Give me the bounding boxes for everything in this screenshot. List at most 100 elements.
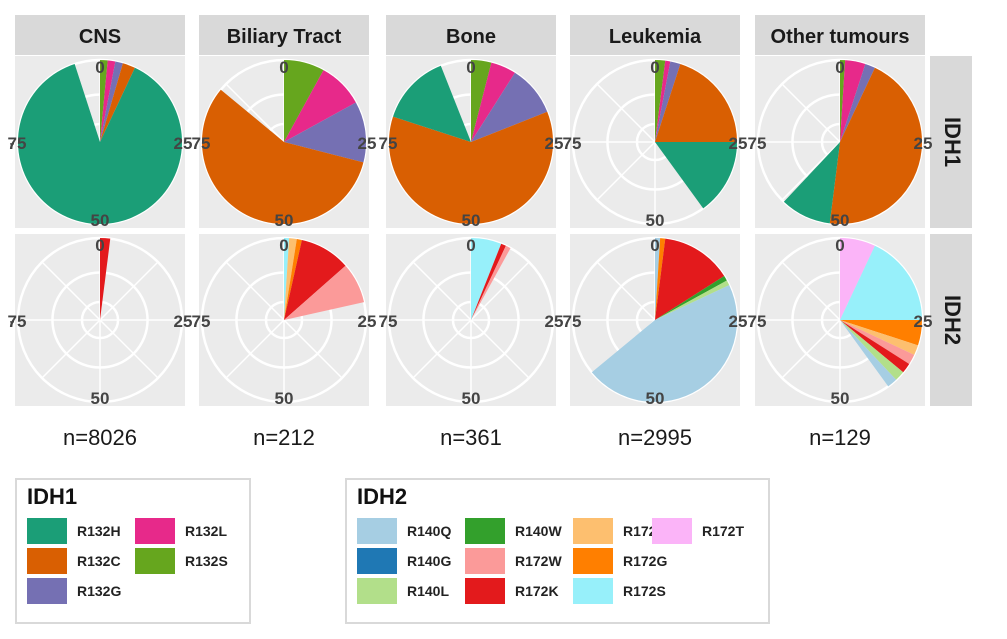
legend-label-r132g: R132G [77,583,122,599]
y-axis-tick-idh1: - [9,135,14,152]
slice-r172m-idh2-biliary-tract-1 [284,238,297,320]
tick-label-75-idh1-leukemia: 75 [563,134,582,153]
slice-r172s-idh2-biliary-tract-0 [284,237,290,320]
legend-label-r172w: R172W [515,553,562,569]
column-strip-cns [15,15,185,55]
legend-item-r172s: R172S [573,578,666,604]
grid-spoke-3-idh2-cns [99,319,159,379]
tick-label-25-idh1-bone: 25 [545,134,564,153]
legend-idh2: IDH2 R140Q R140G R140L R140W R172W R172K… [345,478,770,624]
grid-spoke-7-idh2-biliary-tract [225,261,285,321]
tick-label-0-idh1-leukemia: 0 [650,58,659,77]
slice-r132h-idh1-bone-4 [393,65,471,142]
tick-label-75-idh2-biliary-tract: 75 [192,312,211,331]
slice-r172g-idh2-biliary-tract-2 [284,239,302,320]
column-strip-leukemia [570,15,740,55]
row-strip-label-idh2: IDH2 [940,295,965,345]
tick-label-50-idh2-other-tumours: 50 [831,389,850,408]
legend-label-r132s: R132S [185,553,228,569]
legend-item-r140w: R140W [465,518,562,544]
grid-spoke-7-idh2-cns [41,261,101,321]
count-label-biliary-tract: n=212 [253,425,315,450]
slice-r132l-idh1-other-tumours-1 [840,60,866,142]
slice-r132h-idh1-leukemia-4 [655,142,737,209]
slice-r172w-idh2-other-tumours-4 [840,320,915,364]
legend-label-r140l: R140L [407,583,450,599]
slice-r132c-idh1-leukemia-3 [655,64,737,142]
tick-label-75-idh1-bone: 75 [379,134,398,153]
slice-r132s-idh1-cns-0 [100,59,108,143]
grid-spoke-5-idh2-cns [41,319,101,379]
tick-label-0-idh1-cns: 0 [95,58,104,77]
count-label-leukemia: n=2995 [618,425,692,450]
slice-r132l-idh1-leukemia-1 [655,60,671,142]
tick-label-0-idh1-biliary-tract: 0 [279,58,288,77]
legend-label-r140q: R140Q [407,523,452,539]
legend-label-r132c: R132C [77,553,121,569]
tick-label-25-idh1-cns: 25 [174,134,193,153]
row-strip-idh1 [930,56,972,228]
slice-r140l-idh2-other-tumours-6 [840,320,904,380]
tick-label-25-idh1-other-tumours: 25 [914,134,933,153]
tick-label-25-idh2-biliary-tract: 25 [358,312,377,331]
slice-r132g-idh1-biliary-tract-2 [284,102,366,163]
grid-spoke-3-idh2-biliary-tract [283,319,343,379]
slice-r172s-idh2-bone-0 [471,238,502,320]
slice-r132g-idh1-leukemia-2 [655,61,681,143]
legend-item-r172k: R172K [465,578,559,604]
legend-swatch-r140w [465,518,505,544]
legend-swatch-r140l [357,578,397,604]
legend-swatch-r132h [27,518,67,544]
row-strip-idh2 [930,234,972,406]
slice-r172m-idh2-other-tumours-3 [840,320,918,355]
legend-swatch-r140q [357,518,397,544]
grid-spoke-1-idh2-bone [470,261,530,321]
legend-title-idh1: IDH1 [27,484,78,509]
legend-label-r132l: R132L [185,523,228,539]
legend-swatch-r132c [27,548,67,574]
tick-label-0-idh1-bone: 0 [466,58,475,77]
legend-swatch-r172m [573,518,613,544]
count-label-bone: n=361 [440,425,502,450]
legend-item-r140g: R140G [357,548,451,574]
legend-swatch-r132g [27,578,67,604]
column-strip-other-tumours [755,15,925,55]
tick-label-75-idh1-other-tumours: 75 [748,134,767,153]
legend-item-r132s: R132S [135,548,228,574]
slice-r140q-idh2-leukemia-5 [591,285,738,403]
legend-swatch-r172k [465,578,505,604]
slice-r132h-idh1-other-tumours-4 [783,142,840,224]
legend-label-r172g: R172G [623,553,668,569]
slice-r132c-idh1-other-tumours-3 [829,67,922,224]
legend-item-r172t: R172T [652,518,744,544]
legend-item-r172g: R172G [573,548,667,574]
tick-label-50-idh2-bone: 50 [462,389,481,408]
slice-r140q-idh2-leukemia-0 [655,237,661,320]
tick-label-0-idh2-bone: 0 [466,236,475,255]
slice-r172w-idh2-biliary-tract-4 [284,265,365,320]
legend-item-r132h: R132H [27,518,121,544]
slice-r132c-idh1-cns-3 [100,63,135,143]
y-axis-tick-idh2: - [9,313,14,330]
slice-r132c-idh1-biliary-tract-3 [201,89,364,225]
column-strip-label-biliary-tract: Biliary Tract [227,26,342,48]
legend-swatch-r172t [652,518,692,544]
legend-swatch-r132l [135,518,175,544]
slice-r132h-idh1-cns-4 [17,64,182,224]
legend-label-r172s: R172S [623,583,666,599]
legend-item-r132g: R132G [27,578,121,604]
tick-label-25-idh2-cns: 25 [174,312,193,331]
grid-spoke-5-idh2-other-tumours [781,319,841,379]
legend-swatch-r172s [573,578,613,604]
tick-label-25-idh2-leukemia: 25 [729,312,748,331]
slice-r140q-idh2-other-tumours-7 [840,320,897,387]
tick-label-75-idh2-leukemia: 75 [563,312,582,331]
tick-label-75-idh2-cns: 75 [8,312,27,331]
legend-item-r132c: R132C [27,548,121,574]
column-strip-biliary-tract [199,15,369,55]
column-strip-label-bone: Bone [446,26,496,48]
slice-r172k-idh2-biliary-tract-3 [284,239,346,320]
grid-spoke-5-idh2-biliary-tract [225,319,285,379]
slice-r132c-idh1-bone-3 [388,111,553,224]
tick-label-25-idh2-other-tumours: 25 [914,312,933,331]
